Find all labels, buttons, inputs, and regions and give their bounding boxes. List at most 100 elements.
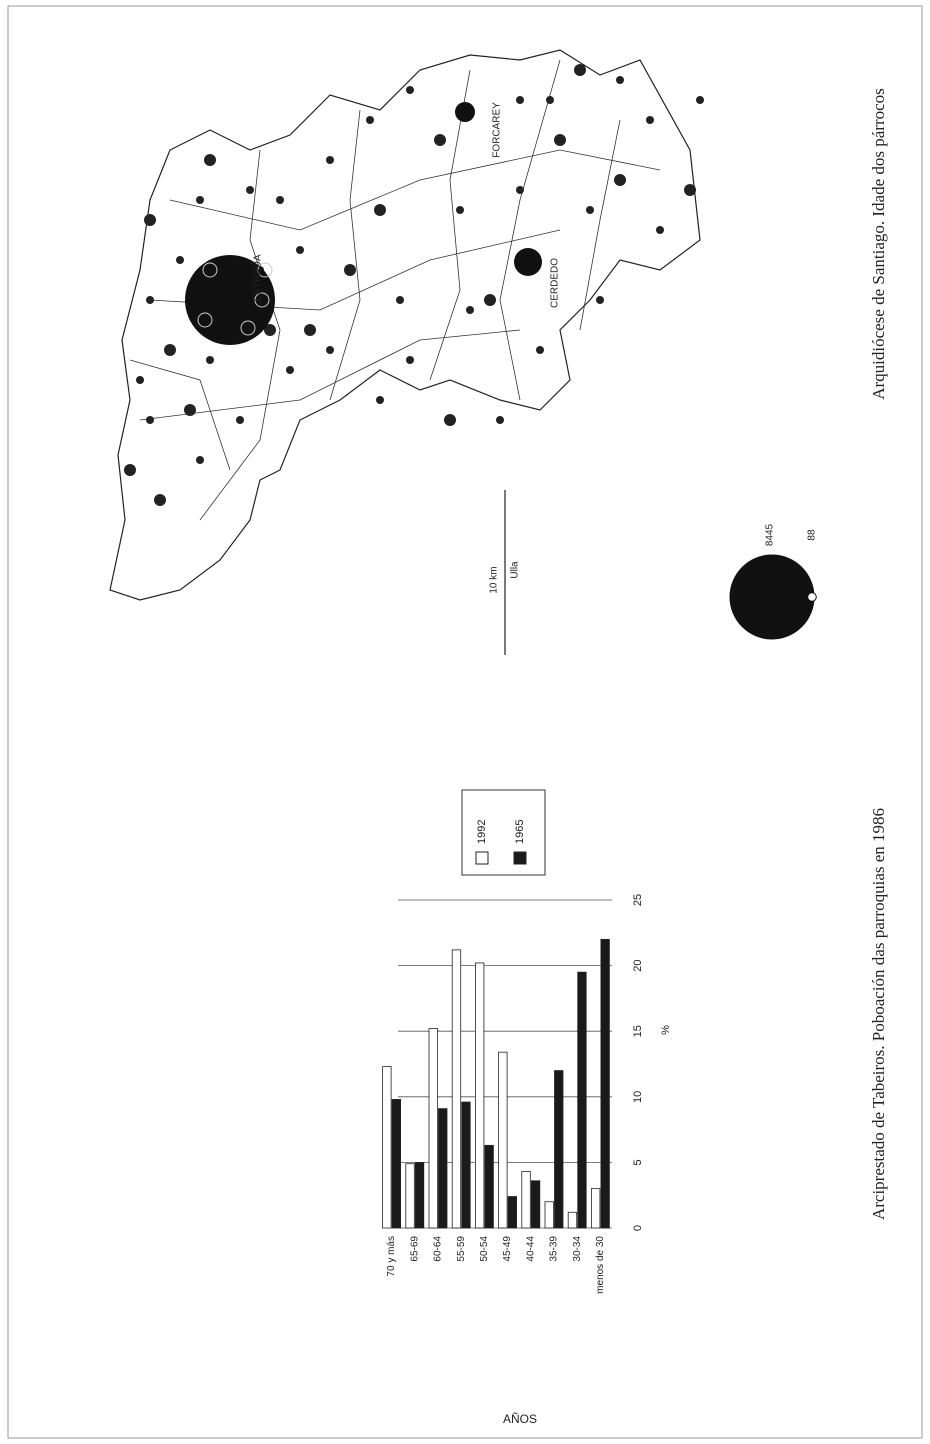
y-tick-label: 70 y más (386, 1236, 397, 1277)
bar (577, 971, 587, 1229)
x-tick-label: 20 (632, 959, 644, 971)
legend-swatch (475, 851, 489, 865)
parish-dot (136, 376, 144, 384)
parish-dot (206, 356, 214, 364)
parish-dot (614, 174, 626, 186)
parish-dot (366, 116, 374, 124)
place-label: Ulla (510, 561, 521, 579)
parish-dot (344, 264, 356, 276)
parish-boundary (499, 59, 561, 401)
inner-ring (257, 262, 273, 278)
parish-dot (264, 324, 276, 336)
parish-dot (516, 96, 524, 104)
y-tick-label: 60-64 (433, 1236, 444, 1262)
parish-dot (326, 156, 334, 164)
bar (498, 1051, 508, 1229)
parish-boundary (129, 359, 231, 471)
bar (507, 1196, 518, 1229)
parish-dot (184, 404, 196, 416)
x-tick-label: 0 (632, 1225, 644, 1231)
parish-dot (146, 296, 154, 304)
x-tick-label: 5 (632, 1159, 644, 1165)
town-circle (455, 102, 475, 122)
parish-boundary (139, 329, 521, 421)
parish-dot (586, 206, 594, 214)
bar (521, 1171, 531, 1229)
bar (461, 1101, 471, 1229)
page-border (7, 5, 923, 1439)
parish-dot (656, 226, 664, 234)
parish-dot (204, 154, 216, 166)
parish-boundary (199, 149, 281, 521)
inner-ring (202, 262, 218, 278)
bar (438, 1108, 448, 1229)
legend-circle (807, 592, 817, 602)
parish-dot (304, 324, 316, 336)
inner-ring (197, 312, 213, 328)
parish-dot (296, 246, 304, 254)
bar (600, 938, 610, 1229)
inner-ring (254, 292, 270, 308)
parish-dot (444, 414, 456, 426)
parish-dot (616, 76, 624, 84)
parish-dot (146, 416, 154, 424)
place-label: FORCAREY (492, 102, 503, 158)
rotated-page: 0 5 10 15 20 25 70 y más 65-69 60-64 55-59 50-54 45… (382, 88, 888, 1426)
y-tick-label: 40-44 (525, 1236, 536, 1262)
bar (405, 1163, 415, 1229)
inner-ring (240, 320, 256, 336)
legend-box (461, 789, 546, 876)
parish-dot (496, 416, 504, 424)
parish-dot (176, 256, 184, 264)
parish-boundary (329, 109, 361, 401)
parish-dot (276, 196, 284, 204)
parish-dot (236, 416, 244, 424)
town-circle (514, 248, 542, 276)
bar (567, 1211, 578, 1229)
map-drawing: ESTRADA FORCAREY CERDEDO Ulla 10 km 8445 88 (109, 49, 818, 655)
parish-boundary (579, 119, 621, 331)
y-tick-label: menos de 30 (595, 1236, 606, 1294)
bar (554, 1070, 564, 1229)
parish-dot (456, 206, 464, 214)
bar (391, 1099, 402, 1229)
bar (474, 962, 485, 1229)
parish-dot (396, 296, 404, 304)
bar (544, 1201, 554, 1229)
y-tick-label: 45-49 (502, 1236, 513, 1262)
x-tick-label: 15 (632, 1025, 644, 1037)
parish-dot (164, 344, 176, 356)
parish-dot (326, 346, 334, 354)
bar (591, 1188, 601, 1229)
place-label: CERDEDO (550, 258, 561, 308)
parish-dot (434, 134, 446, 146)
legend-label: 1992 (476, 820, 488, 844)
parish-dot (684, 184, 696, 196)
parish-dot (536, 346, 544, 354)
legend-value: 88 (807, 529, 818, 541)
parish-dot (596, 296, 604, 304)
parish-dot (406, 356, 414, 364)
y-axis-label: AÑOS (503, 1412, 537, 1426)
parish-dot (484, 294, 496, 306)
y-tick-label: 35-39 (549, 1236, 560, 1262)
bar (428, 1028, 438, 1229)
bar (484, 1144, 494, 1229)
parish-dot (374, 204, 386, 216)
parish-dot (246, 186, 254, 194)
parish-dot (646, 116, 654, 124)
y-tick-label: 55-59 (456, 1236, 467, 1262)
parish-dot (516, 186, 524, 194)
legend-circle (729, 554, 815, 640)
parish-dot (286, 366, 294, 374)
parish-boundary (429, 69, 471, 381)
legend-label: 1965 (514, 820, 526, 844)
parish-dot (574, 64, 586, 76)
parish-dot (376, 396, 384, 404)
map-caption: Arciprestado de Tabeiros. Poboación das … (869, 808, 888, 1220)
map-outline (109, 49, 701, 601)
x-tick-label: 25 (632, 894, 644, 906)
parish-dot (196, 456, 204, 464)
legend-swatch (513, 851, 527, 865)
parish-dot (554, 134, 566, 146)
